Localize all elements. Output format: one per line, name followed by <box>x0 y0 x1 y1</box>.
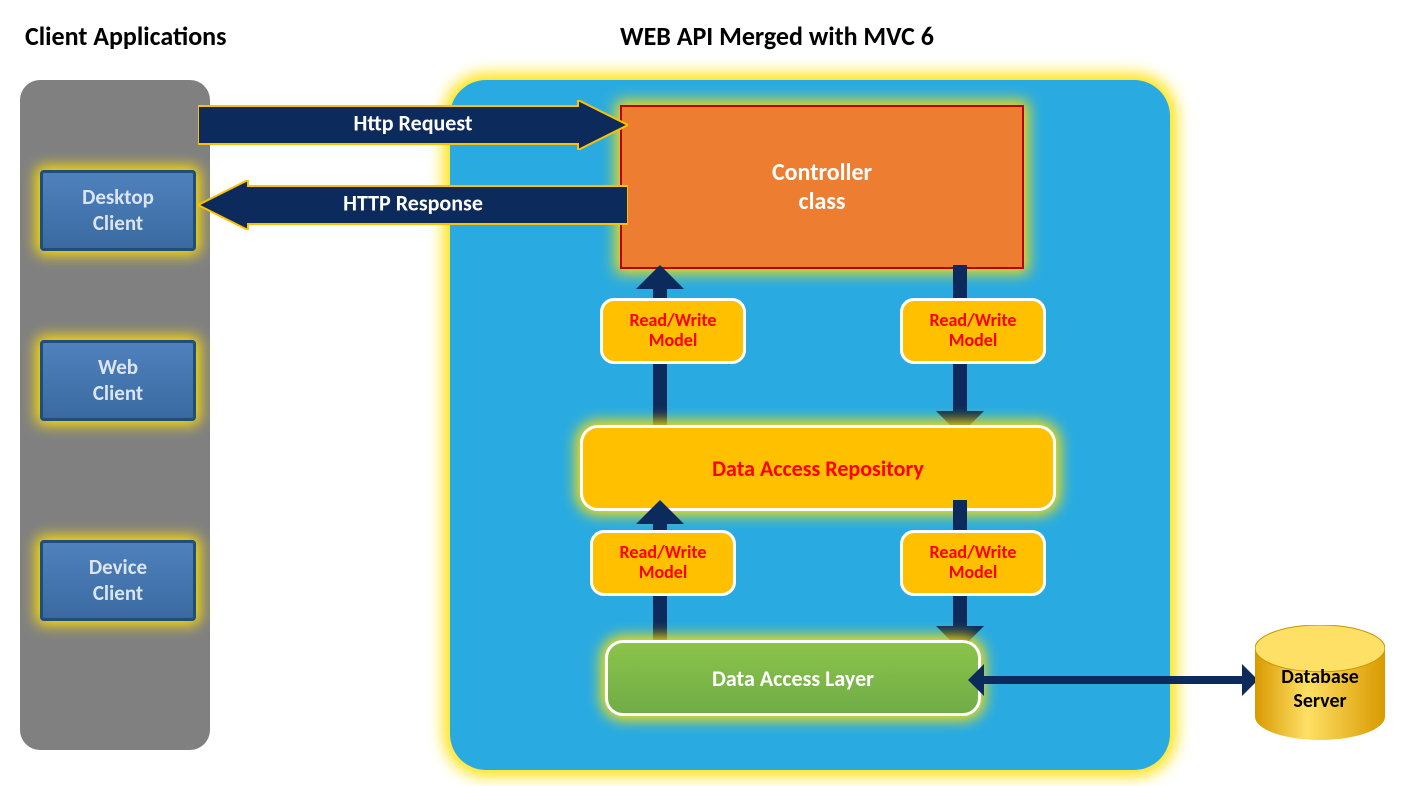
controller-line: Controller <box>772 158 872 187</box>
client-box-line: Device <box>89 555 147 580</box>
http-request-arrow: Http Request <box>198 100 628 150</box>
client-box-line: Web <box>98 355 138 380</box>
repository-box: Data Access Repository <box>580 425 1056 511</box>
controller-box: Controller class <box>620 105 1024 269</box>
client-box-line: Client <box>93 211 143 236</box>
rw-label: Read/Write Model <box>900 298 1046 364</box>
heading-api: WEB API Merged with MVC 6 <box>620 20 934 52</box>
rw-label: Read/Write Model <box>600 298 746 364</box>
client-box-line: Client <box>93 381 143 406</box>
controller-line: class <box>799 187 846 216</box>
db-line: Database <box>1281 665 1359 689</box>
dal-db-connector <box>968 662 1258 698</box>
dal-label: Data Access Layer <box>712 665 874 692</box>
http-response-arrow: HTTP Response <box>198 180 628 230</box>
rw-line: Model <box>949 331 998 351</box>
rw-label: Read/Write Model <box>900 530 1046 596</box>
database-label: Database Server <box>1250 665 1390 713</box>
client-box-web: Web Client <box>40 340 196 421</box>
db-line: Server <box>1293 689 1346 713</box>
svg-text:HTTP Response: HTTP Response <box>343 189 483 216</box>
rw-line: Model <box>649 331 698 351</box>
diagram-stage: Client Applications WEB API Merged with … <box>0 0 1406 786</box>
svg-text:Http Request: Http Request <box>353 109 472 136</box>
client-box-line: Desktop <box>82 185 154 210</box>
rw-label: Read/Write Model <box>590 530 736 596</box>
data-access-layer-box: Data Access Layer <box>605 640 981 716</box>
client-box-line: Client <box>93 581 143 606</box>
rw-line: Model <box>949 563 998 583</box>
repository-label: Data Access Repository <box>712 455 924 482</box>
rw-line: Model <box>639 563 688 583</box>
client-box-desktop: Desktop Client <box>40 170 196 251</box>
heading-clients: Client Applications <box>25 20 227 52</box>
client-box-device: Device Client <box>40 540 196 621</box>
